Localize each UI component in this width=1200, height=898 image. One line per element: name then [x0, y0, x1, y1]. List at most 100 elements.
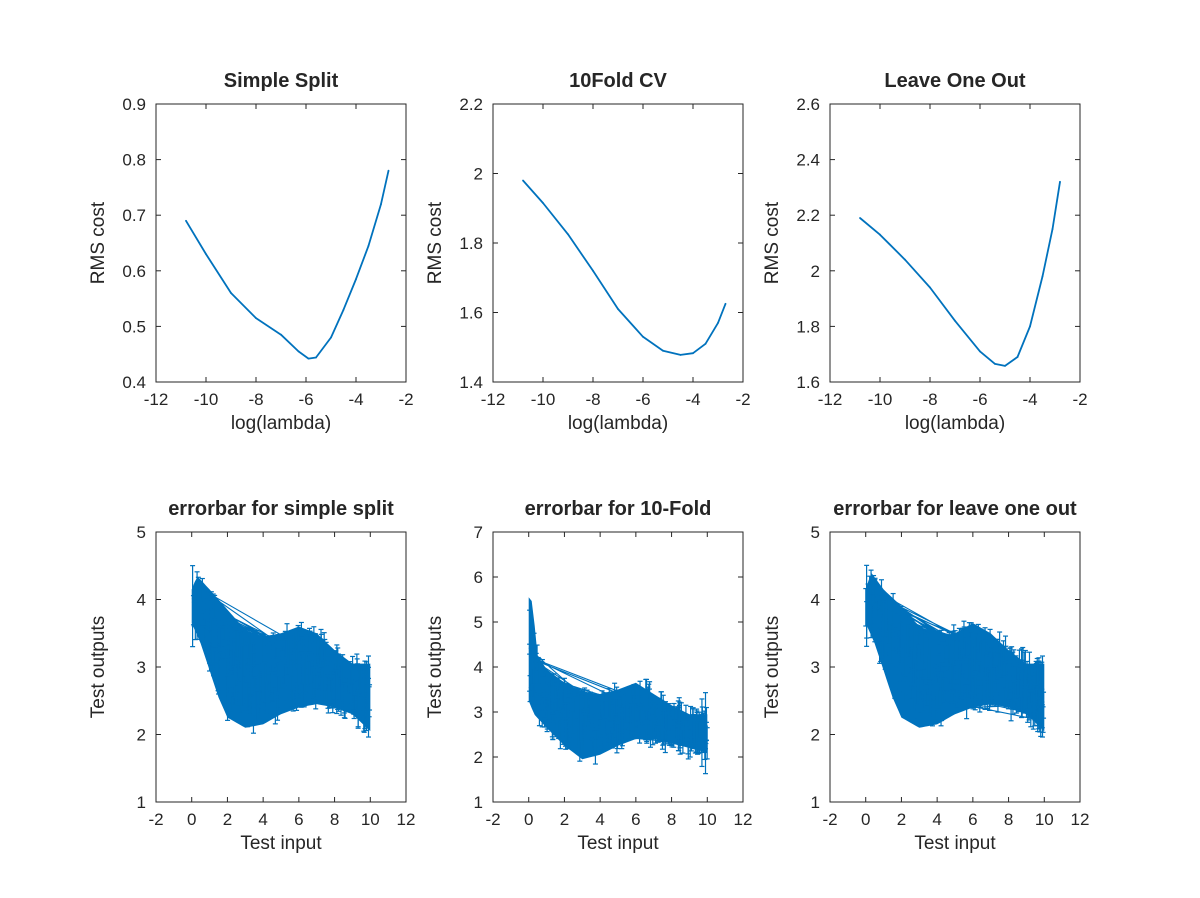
plot-area	[190, 565, 373, 738]
data-point	[230, 292, 232, 294]
chart-title: Simple Split	[224, 70, 339, 92]
x-tick-label: 10	[698, 810, 717, 829]
plot-area	[859, 180, 1061, 367]
y-tick-label: 2	[811, 262, 820, 281]
y-tick-label: 7	[474, 523, 483, 542]
data-point	[342, 308, 345, 311]
y-tick-label: 3	[811, 658, 820, 677]
plot-area	[527, 597, 710, 775]
data-point	[380, 203, 382, 206]
x-tick-label: 8	[330, 810, 339, 829]
x-tick-label: 8	[667, 810, 676, 829]
x-tick-label: -4	[348, 390, 363, 409]
x-tick-label: 6	[968, 810, 977, 829]
x-tick-label: -2	[148, 810, 163, 829]
chart-title: 10Fold CV	[569, 70, 667, 92]
x-tick-label: 4	[932, 810, 941, 829]
y-tick-label: 4	[474, 658, 483, 677]
data-point	[679, 354, 682, 356]
x-tick-label: -8	[922, 390, 937, 409]
series-line	[522, 179, 727, 356]
y-tick-label: 2.2	[796, 206, 820, 225]
y-tick-label: 0.8	[122, 151, 146, 170]
x-tick-label: 12	[1071, 810, 1090, 829]
data-point	[929, 286, 931, 289]
y-axis-label: RMS cost	[425, 201, 446, 284]
x-tick-label: 6	[294, 810, 303, 829]
subplot-3: -12 -10 -8 -6 -4 -2 1.6 1.8 2 2.2 2.4 2.6 Leave One …	[762, 70, 1088, 434]
data-point	[642, 335, 644, 338]
x-tick-label: -2	[822, 810, 837, 829]
x-tick-label: -2	[398, 390, 413, 409]
x-tick-label: -12	[144, 390, 169, 409]
axes-box	[829, 103, 1081, 383]
x-tick-label: 0	[187, 810, 196, 829]
data-point	[1029, 325, 1031, 328]
y-tick-label: 2.2	[459, 95, 483, 114]
y-tick-label: 5	[137, 523, 146, 542]
y-tick-label: 0.7	[122, 206, 146, 225]
data-point	[717, 322, 719, 324]
x-axis-label: Test input	[577, 833, 659, 854]
x-tick-label: 2	[223, 810, 232, 829]
x-tick-label: -4	[685, 390, 700, 409]
subplot-2: -12 -10 -8 -6 -4 -2 1.4 1.6 1.8 2 2.2 10Fold CV log(…	[425, 70, 751, 434]
chart-title: errorbar for leave one out	[833, 498, 1077, 520]
y-tick-label: 4	[811, 591, 820, 610]
x-axis-label: log(lambda)	[568, 413, 668, 434]
data-point	[297, 350, 300, 353]
plot-area	[522, 179, 727, 356]
x-tick-label: 8	[1004, 810, 1013, 829]
data-point	[994, 363, 996, 365]
x-axis-label: Test input	[914, 833, 996, 854]
data-point	[330, 336, 332, 339]
y-tick-label: 2.6	[796, 95, 820, 114]
data-point	[542, 202, 544, 204]
x-axis-label: log(lambda)	[231, 413, 331, 434]
x-tick-label: 2	[560, 810, 569, 829]
y-tick-label: 2	[474, 748, 483, 767]
data-point	[904, 258, 906, 261]
x-tick-label: -2	[1072, 390, 1087, 409]
data-point	[280, 333, 282, 336]
x-tick-label: -6	[635, 390, 650, 409]
chart-title: Leave One Out	[884, 70, 1025, 92]
data-point	[592, 269, 594, 272]
data-point	[704, 342, 707, 345]
series-line	[859, 181, 1061, 367]
x-tick-label: 4	[258, 810, 267, 829]
plot-area	[185, 169, 390, 360]
data-point	[315, 356, 317, 359]
data-point	[979, 350, 981, 353]
y-tick-label: 1.4	[459, 373, 483, 392]
plot-area	[863, 564, 1047, 738]
x-tick-label: 10	[1035, 810, 1054, 829]
x-tick-label: 0	[524, 810, 533, 829]
y-tick-label: 3	[474, 703, 483, 722]
x-tick-label: 12	[397, 810, 416, 829]
data-point	[724, 302, 727, 305]
data-point	[387, 169, 390, 172]
x-tick-label: -2	[735, 390, 750, 409]
x-tick-label: 2	[897, 810, 906, 829]
y-tick-label: 2.4	[796, 151, 820, 170]
axes-box	[155, 103, 407, 383]
y-axis-label: RMS cost	[88, 201, 109, 284]
x-tick-label: -10	[531, 390, 556, 409]
y-tick-label: 1	[137, 793, 146, 812]
y-axis-label: Test outputs	[88, 616, 109, 718]
data-point	[1041, 275, 1044, 278]
x-tick-label: -8	[585, 390, 600, 409]
data-point	[1004, 365, 1006, 367]
y-tick-label: 0.6	[122, 262, 146, 281]
y-tick-label: 1.8	[459, 234, 483, 253]
chart-title: errorbar for 10-Fold	[525, 498, 712, 520]
y-tick-label: 4	[137, 591, 146, 610]
y-axis-label: RMS cost	[762, 201, 783, 284]
y-tick-label: 3	[137, 658, 146, 677]
data-point	[255, 317, 257, 319]
x-tick-label: -8	[248, 390, 263, 409]
y-tick-label: 2	[137, 726, 146, 745]
